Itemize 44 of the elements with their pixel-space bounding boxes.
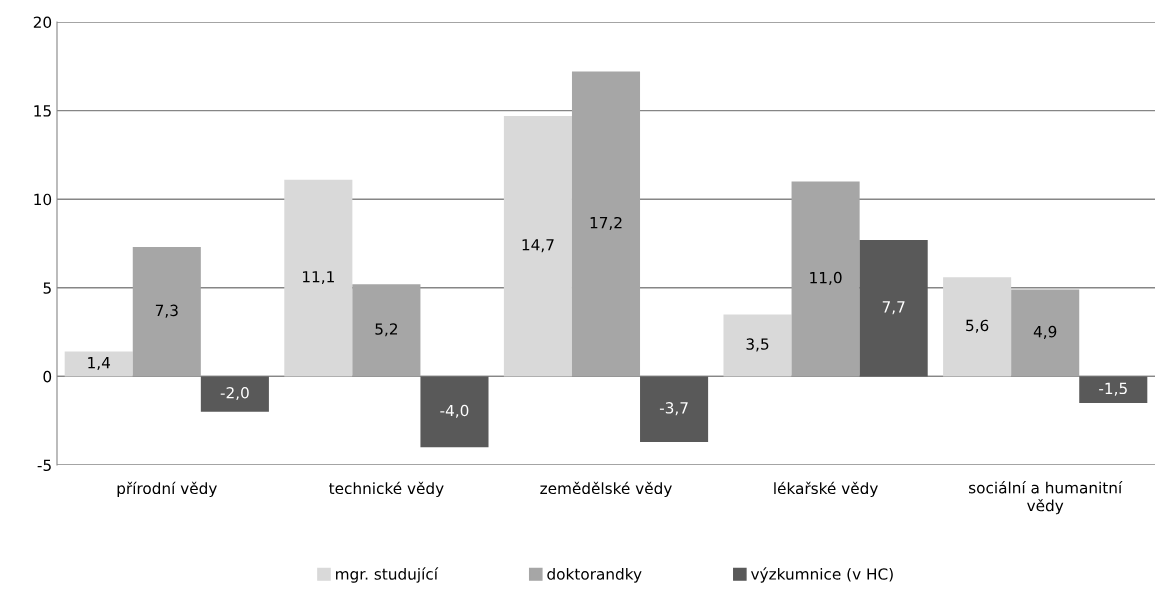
y-tick-label: -5 — [37, 459, 51, 472]
bar — [640, 376, 709, 442]
bar — [284, 179, 353, 377]
y-tick-label: 15 — [34, 105, 51, 117]
x-tick-label: sociální a humanitní vědy — [969, 481, 1123, 515]
data-label: 7,7 — [882, 301, 905, 315]
data-label: 1,4 — [88, 357, 111, 370]
bar — [723, 314, 792, 377]
y-tick-label: 5 — [43, 282, 51, 294]
x-tick-label: přírodní vědy — [117, 481, 217, 498]
legend-label: doktorandky — [547, 567, 642, 583]
legend-label: mgr. studující — [336, 567, 439, 583]
bar — [200, 376, 269, 412]
bar — [64, 351, 133, 377]
data-label: -1,5 — [1099, 382, 1127, 396]
data-label: 7,3 — [155, 304, 178, 318]
bar — [859, 239, 928, 377]
y-tick-label: 10 — [34, 193, 52, 206]
data-label: 3,5 — [746, 338, 769, 352]
x-tick-label: lékařské vědy — [774, 481, 878, 498]
legend-label: výzkumnice (v HC) — [750, 567, 893, 583]
bar — [352, 284, 421, 377]
bar — [1011, 289, 1080, 377]
data-label: 5,2 — [375, 323, 398, 337]
data-label: -3,7 — [659, 402, 688, 416]
bar — [132, 247, 201, 377]
bar — [420, 376, 489, 448]
bar — [791, 181, 860, 377]
data-label: 4,9 — [1033, 325, 1057, 339]
bar — [1079, 376, 1148, 403]
data-label: 11,1 — [302, 271, 334, 285]
bar — [943, 277, 1012, 377]
y-tick-label: 20 — [33, 16, 52, 29]
data-label: -4,0 — [440, 404, 469, 418]
bar — [571, 71, 641, 377]
y-tick-label: 0 — [43, 370, 52, 383]
data-label: 11,0 — [810, 271, 842, 285]
x-tick-label: zemědělské vědy — [540, 481, 672, 498]
data-label: 17,2 — [590, 216, 622, 230]
data-label: 14,7 — [522, 239, 554, 253]
x-tick-label: technické vědy — [329, 481, 444, 498]
bar — [503, 115, 572, 377]
data-label: -2,0 — [220, 387, 249, 401]
data-label: 5,6 — [966, 319, 989, 333]
